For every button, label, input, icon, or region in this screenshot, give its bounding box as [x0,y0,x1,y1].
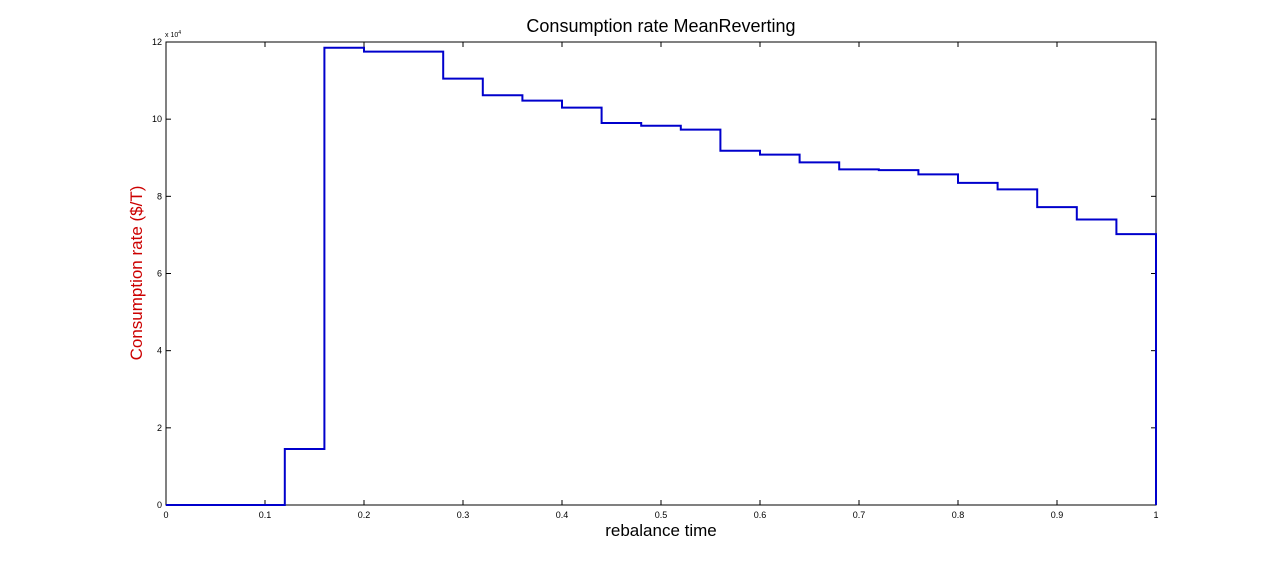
y-exponent-power: 4 [178,30,181,36]
x-tick-label: 0.4 [556,510,569,520]
y-tick-label: 12 [152,37,162,47]
x-tick-label: 0.9 [1051,510,1064,520]
y-axis-label: Consumption rate ($/T) [127,186,146,361]
y-tick-label: 10 [152,114,162,124]
x-tick-label: 0.2 [358,510,371,520]
x-tick-label: 0.5 [655,510,668,520]
x-tick-label: 0.3 [457,510,470,520]
plot-area [165,41,1157,506]
consumption-rate-line [166,46,1157,506]
x-axis-label: rebalance time [605,521,717,540]
y-exponent-label: x 104 [165,30,181,39]
chart-title: Consumption rate MeanReverting [526,16,795,36]
x-axis-ticks [165,42,1157,505]
y-axis-tick-labels: 0 2 4 6 8 10 12 [152,37,162,510]
y-tick-label: 8 [157,191,162,201]
y-tick-label: 6 [157,269,162,279]
x-tick-label: 0.7 [853,510,866,520]
x-tick-label: 0 [163,510,168,520]
y-tick-label: 0 [157,500,162,510]
x-axis-tick-labels: 0 0.1 0.2 0.3 0.4 0.5 0.6 0.7 0.8 0.9 1 [163,510,1158,520]
y-tick-label: 4 [157,346,162,356]
y-tick-label: 2 [157,423,162,433]
x-tick-label: 0.1 [259,510,272,520]
x-tick-label: 0.6 [754,510,767,520]
x-tick-label: 1 [1153,510,1158,520]
y-exponent-base: x 10 [165,32,178,39]
x-tick-label: 0.8 [952,510,965,520]
